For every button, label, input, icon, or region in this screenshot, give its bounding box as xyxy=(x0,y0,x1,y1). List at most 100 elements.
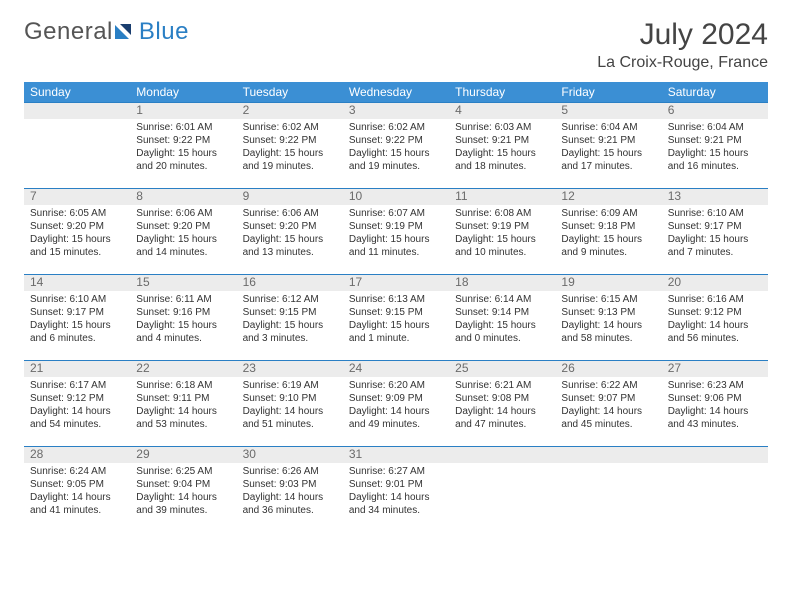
sunset-text: Sunset: 9:15 PM xyxy=(243,306,337,319)
dayname: Saturday xyxy=(662,82,768,102)
sunrise-text: Sunrise: 6:20 AM xyxy=(349,379,443,392)
day-cell: 16 Sunrise: 6:12 AMSunset: 9:15 PMDayligh… xyxy=(237,274,343,360)
day-body: Sunrise: 6:24 AMSunset: 9:05 PMDaylight:… xyxy=(24,463,130,523)
sunrise-text: Sunrise: 6:03 AM xyxy=(455,121,549,134)
day-cell: 27Sunrise: 6:23 AMSunset: 9:06 PMDayligh… xyxy=(662,360,768,446)
day-cell xyxy=(24,102,130,188)
day-number: 3 xyxy=(343,103,356,119)
day-cell: 21Sunrise: 6:17 AMSunset: 9:12 PMDayligh… xyxy=(24,360,130,446)
day-number: 12 xyxy=(555,189,574,205)
day-body: Sunrise: 6:10 AMSunset: 9:17 PMDaylight:… xyxy=(662,205,768,265)
daynum-row: 5 xyxy=(555,102,661,119)
daylight-text: Daylight: 15 hours and 6 minutes. xyxy=(30,319,124,345)
sunrise-text: Sunrise: 6:27 AM xyxy=(349,465,443,478)
sunset-text: Sunset: 9:19 PM xyxy=(349,220,443,233)
weeks-container: 1Sunrise: 6:01 AMSunset: 9:22 PMDaylight… xyxy=(24,102,768,532)
sunset-text: Sunset: 9:11 PM xyxy=(136,392,230,405)
day-body: Sunrise: 6:04 AMSunset: 9:21 PMDaylight:… xyxy=(555,119,661,179)
day-cell: 1Sunrise: 6:01 AMSunset: 9:22 PMDaylight… xyxy=(130,102,236,188)
day-body: Sunrise: 6:13 AMSunset: 9:15 PMDaylight:… xyxy=(343,291,449,351)
calendar-page: General Blue July 2024 La Croix-Rouge, F… xyxy=(0,0,792,532)
day-body xyxy=(555,463,661,471)
day-cell: 29Sunrise: 6:25 AMSunset: 9:04 PMDayligh… xyxy=(130,446,236,532)
daylight-text: Daylight: 15 hours and 9 minutes. xyxy=(561,233,655,259)
day-cell: 14Sunrise: 6:10 AMSunset: 9:17 PMDayligh… xyxy=(24,274,130,360)
day-body: Sunrise: 6:23 AMSunset: 9:06 PMDaylight:… xyxy=(662,377,768,437)
day-number: 15 xyxy=(130,275,149,291)
day-number: 10 xyxy=(343,189,362,205)
week-row: 28Sunrise: 6:24 AMSunset: 9:05 PMDayligh… xyxy=(24,446,768,532)
daylight-text: Daylight: 15 hours and 3 minutes. xyxy=(243,319,337,345)
day-body: Sunrise: 6:22 AMSunset: 9:07 PMDaylight:… xyxy=(555,377,661,437)
day-cell: 10 Sunrise: 6:07 AMSunset: 9:19 PMDayligh… xyxy=(343,188,449,274)
day-number: 5 xyxy=(555,103,568,119)
daynum-row: 16 xyxy=(237,274,343,291)
daynum-row: 17 xyxy=(343,274,449,291)
sunrise-text: Sunrise: 6:12 AM xyxy=(243,293,337,306)
day-body: Sunrise: 6:16 AMSunset: 9:12 PMDaylight:… xyxy=(662,291,768,351)
sunset-text: Sunset: 9:06 PM xyxy=(668,392,762,405)
daylight-text: Daylight: 15 hours and 17 minutes. xyxy=(561,147,655,173)
day-number: 20 xyxy=(662,275,681,291)
daylight-text: Daylight: 14 hours and 58 minutes. xyxy=(561,319,655,345)
sunrise-text: Sunrise: 6:05 AM xyxy=(30,207,124,220)
sunset-text: Sunset: 9:12 PM xyxy=(668,306,762,319)
day-cell: 28Sunrise: 6:24 AMSunset: 9:05 PMDayligh… xyxy=(24,446,130,532)
day-cell: 17Sunrise: 6:13 AMSunset: 9:15 PMDayligh… xyxy=(343,274,449,360)
sunrise-text: Sunrise: 6:17 AM xyxy=(30,379,124,392)
week-row: 14Sunrise: 6:10 AMSunset: 9:17 PMDayligh… xyxy=(24,274,768,360)
dayname: Thursday xyxy=(449,82,555,102)
sunset-text: Sunset: 9:17 PM xyxy=(668,220,762,233)
day-body: Sunrise: 6:20 AMSunset: 9:09 PMDaylight:… xyxy=(343,377,449,437)
sunset-text: Sunset: 9:17 PM xyxy=(30,306,124,319)
sunset-text: Sunset: 9:21 PM xyxy=(455,134,549,147)
day-body: Sunrise: 6:25 AMSunset: 9:04 PMDaylight:… xyxy=(130,463,236,523)
day-number: 2 xyxy=(237,103,250,119)
day-cell: 22Sunrise: 6:18 AMSunset: 9:11 PMDayligh… xyxy=(130,360,236,446)
daylight-text: Daylight: 15 hours and 10 minutes. xyxy=(455,233,549,259)
day-number: 26 xyxy=(555,361,574,377)
month-title: July 2024 xyxy=(597,18,768,52)
sunrise-text: Sunrise: 6:08 AM xyxy=(455,207,549,220)
daylight-text: Daylight: 15 hours and 4 minutes. xyxy=(136,319,230,345)
day-body: Sunrise: 6:15 AMSunset: 9:13 PMDaylight:… xyxy=(555,291,661,351)
sunrise-text: Sunrise: 6:18 AM xyxy=(136,379,230,392)
daylight-text: Daylight: 14 hours and 56 minutes. xyxy=(668,319,762,345)
sunrise-text: Sunrise: 6:19 AM xyxy=(243,379,337,392)
daynum-row: 7 xyxy=(24,188,130,205)
daylight-text: Daylight: 15 hours and 7 minutes. xyxy=(668,233,762,259)
daylight-text: Daylight: 14 hours and 43 minutes. xyxy=(668,405,762,431)
sunrise-text: Sunrise: 6:06 AM xyxy=(136,207,230,220)
daylight-text: Daylight: 14 hours and 49 minutes. xyxy=(349,405,443,431)
sunset-text: Sunset: 9:21 PM xyxy=(561,134,655,147)
sunrise-text: Sunrise: 6:04 AM xyxy=(668,121,762,134)
sunset-text: Sunset: 9:22 PM xyxy=(243,134,337,147)
logo-text-1: General xyxy=(24,18,113,46)
daylight-text: Daylight: 15 hours and 14 minutes. xyxy=(136,233,230,259)
daynum-row: 24 xyxy=(343,360,449,377)
day-number: 6 xyxy=(662,103,675,119)
day-body: Sunrise: 6:19 AMSunset: 9:10 PMDaylight:… xyxy=(237,377,343,437)
daynum-row: 11 xyxy=(449,188,555,205)
day-number: 1 xyxy=(130,103,143,119)
day-number: 21 xyxy=(24,361,43,377)
daylight-text: Daylight: 14 hours and 39 minutes. xyxy=(136,491,230,517)
sunset-text: Sunset: 9:05 PM xyxy=(30,478,124,491)
location-label: La Croix-Rouge, France xyxy=(597,54,768,72)
sunrise-text: Sunrise: 6:21 AM xyxy=(455,379,549,392)
sunrise-text: Sunrise: 6:07 AM xyxy=(349,207,443,220)
sunrise-text: Sunrise: 6:15 AM xyxy=(561,293,655,306)
daylight-text: Daylight: 15 hours and 19 minutes. xyxy=(349,147,443,173)
day-body: Sunrise: 6:01 AMSunset: 9:22 PMDaylight:… xyxy=(130,119,236,179)
day-cell: 30Sunrise: 6:26 AMSunset: 9:03 PMDayligh… xyxy=(237,446,343,532)
sunset-text: Sunset: 9:14 PM xyxy=(455,306,549,319)
daylight-text: Daylight: 15 hours and 11 minutes. xyxy=(349,233,443,259)
logo-mark-icon xyxy=(115,21,137,44)
day-body: Sunrise: 6:17 AMSunset: 9:12 PMDaylight:… xyxy=(24,377,130,437)
daylight-text: Daylight: 14 hours and 36 minutes. xyxy=(243,491,337,517)
daylight-text: Daylight: 15 hours and 16 minutes. xyxy=(668,147,762,173)
daylight-text: Daylight: 15 hours and 15 minutes. xyxy=(30,233,124,259)
day-cell xyxy=(662,446,768,532)
sunrise-text: Sunrise: 6:16 AM xyxy=(668,293,762,306)
title-block: July 2024 La Croix-Rouge, France xyxy=(597,18,768,72)
